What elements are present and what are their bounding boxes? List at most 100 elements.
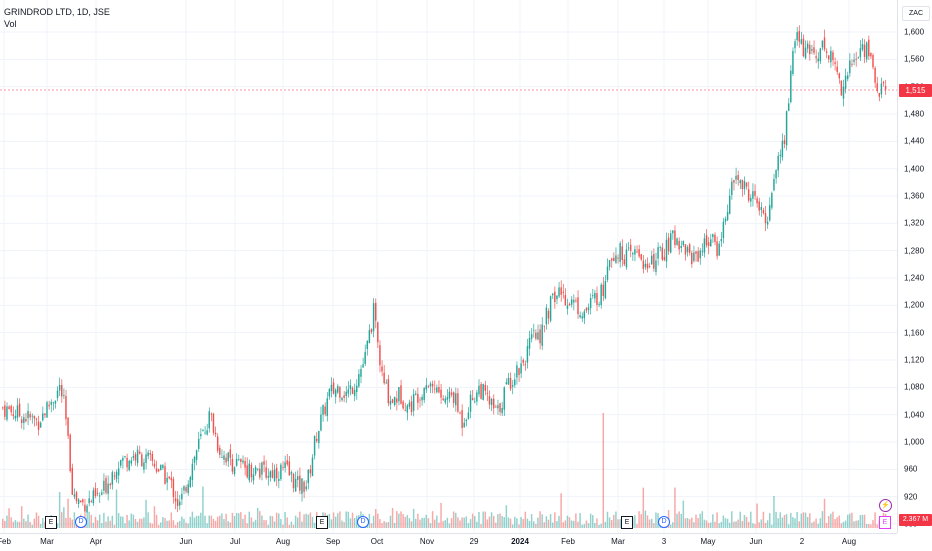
time-tick-label: Sep <box>325 537 341 546</box>
candle-body <box>625 249 628 268</box>
volume-bar <box>29 521 31 528</box>
earnings-marker[interactable]: E <box>316 516 328 529</box>
volume-bar <box>720 521 723 528</box>
candle-body <box>191 463 194 480</box>
candle-body <box>613 257 615 262</box>
volume-bar <box>526 518 529 528</box>
candle-body <box>246 465 248 478</box>
candle-body <box>560 287 562 295</box>
volume-bar <box>221 513 223 528</box>
candle-body <box>208 411 210 429</box>
candle-body <box>284 462 286 468</box>
candle-body <box>341 397 343 401</box>
volume-bar <box>242 518 244 528</box>
candle-body <box>271 470 274 478</box>
candle-body <box>206 430 208 435</box>
volume-bar <box>490 512 493 528</box>
volume-bar <box>149 522 151 528</box>
volume-bar <box>469 519 472 528</box>
candle-body <box>530 334 533 339</box>
dividend-marker[interactable]: D <box>357 516 369 528</box>
volume-bar <box>126 514 128 528</box>
candle-body <box>149 453 151 455</box>
candle-body <box>231 458 234 472</box>
price-tick-label: 1,320 <box>904 218 925 228</box>
volume-bar <box>431 511 434 528</box>
volume-bar <box>474 516 476 528</box>
candle-body <box>667 237 670 252</box>
volume-bar <box>2 518 4 528</box>
candle-body <box>642 260 645 270</box>
volume-bar <box>345 511 347 528</box>
candle-body <box>537 332 539 340</box>
volume-bar <box>113 524 116 528</box>
candle-body <box>872 55 874 68</box>
volume-bar <box>556 521 558 528</box>
candle-body <box>103 480 105 491</box>
candle-body <box>739 180 741 184</box>
candle-body <box>153 463 156 467</box>
candle-body <box>318 430 320 444</box>
volume-bar <box>94 516 97 528</box>
volume-bar <box>545 516 548 528</box>
candle-body <box>155 468 158 472</box>
upcoming-earnings-marker[interactable]: E <box>879 516 891 529</box>
volume-bar <box>259 511 261 528</box>
volume-bar <box>63 507 65 528</box>
candle-body <box>301 478 303 494</box>
candle-body <box>225 457 227 463</box>
dividend-marker[interactable]: D <box>75 516 87 528</box>
volume-bar <box>290 521 293 528</box>
candle-body <box>138 451 141 454</box>
candle-body <box>880 83 883 95</box>
chart-area[interactable]: GRINDROD LTD, 1D, JSE Vol E D E D E D ⚡ … <box>0 0 897 533</box>
volume-bar <box>646 515 649 528</box>
time-axis[interactable]: Feb Mar Apr Jun Jul Aug Sep Oct Nov 29 2024 Feb Mar 3… <box>0 533 897 551</box>
volume-bar <box>263 520 265 528</box>
volume-bar <box>4 521 6 528</box>
candle-body <box>254 467 257 474</box>
volume-bar <box>8 508 10 528</box>
time-tick-label: Mar <box>40 537 54 546</box>
candlestick-chart[interactable] <box>0 0 897 533</box>
volume-bar <box>684 518 687 528</box>
dividend-marker[interactable]: D <box>658 516 670 528</box>
candle-body <box>84 504 86 512</box>
earnings-marker[interactable]: E <box>45 516 57 529</box>
candle-body <box>629 244 632 251</box>
candle-body <box>773 178 775 191</box>
volume-bar <box>37 515 40 528</box>
candle-body <box>442 398 444 400</box>
volume-bar <box>796 511 798 528</box>
volume-bar <box>107 516 109 528</box>
candle-body <box>349 385 352 389</box>
candle-body <box>638 249 640 257</box>
candle-body <box>6 406 8 420</box>
price-tick-label: 1,040 <box>904 410 925 420</box>
price-tick-label: 1,360 <box>904 191 925 201</box>
candle-body <box>219 447 221 455</box>
volume-bar <box>61 512 63 528</box>
candle-body <box>115 472 118 480</box>
candle-body <box>452 392 455 403</box>
volume-bar <box>179 520 181 528</box>
earnings-marker[interactable]: E <box>621 516 633 529</box>
candle-body <box>256 468 259 470</box>
volume-bar <box>594 522 596 528</box>
volume-bar <box>233 516 236 528</box>
price-axis[interactable]: ZAC 1,6001,5601,5201,4801,4401,4001,3601… <box>897 0 932 533</box>
candle-body <box>157 469 160 472</box>
candle-body <box>701 250 704 252</box>
candle-body <box>122 457 124 461</box>
volume-bar <box>337 513 339 528</box>
volume-bar <box>238 513 240 528</box>
candle-body <box>174 498 177 502</box>
candle-body <box>821 40 824 48</box>
volume-bar <box>438 522 440 528</box>
candle-body <box>781 140 784 158</box>
candle-body <box>71 467 74 495</box>
currency-badge[interactable]: ZAC <box>902 6 930 21</box>
candle-body <box>756 198 758 204</box>
news-bolt-icon[interactable]: ⚡ <box>879 499 892 512</box>
candle-body <box>170 477 173 481</box>
